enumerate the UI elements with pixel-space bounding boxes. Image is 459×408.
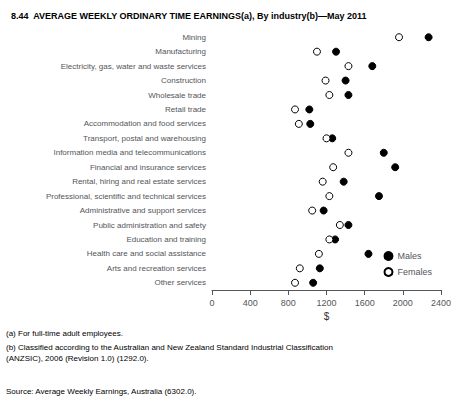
- svg-text:(b) Classified according to th: (b) Classified according to the Australi…: [6, 343, 333, 352]
- svg-text:Females: Females: [397, 267, 432, 277]
- svg-text:Accommodation and food service: Accommodation and food services: [84, 119, 206, 128]
- svg-text:Health care and social assista: Health care and social assistance: [87, 249, 207, 258]
- svg-text:Transport, postal and warehous: Transport, postal and warehousing: [83, 134, 206, 143]
- svg-text:Source: Average Weekly Earning: Source: Average Weekly Earnings, Austral…: [6, 387, 196, 396]
- svg-text:Other services: Other services: [154, 278, 206, 287]
- svg-text:2000: 2000: [393, 298, 413, 308]
- svg-text:0: 0: [209, 298, 214, 308]
- svg-text:$: $: [324, 311, 330, 322]
- svg-text:Manufacturing: Manufacturing: [155, 47, 206, 56]
- svg-text:Professional, scientific and t: Professional, scientific and technical s…: [46, 192, 206, 201]
- svg-text:Financial and insurance servic: Financial and insurance services: [90, 163, 206, 172]
- svg-text:2400: 2400: [431, 298, 451, 308]
- svg-text:Males: Males: [397, 251, 422, 261]
- svg-text:8.44 AVERAGE WEEKLY ORDINARY: 8.44 AVERAGE WEEKLY ORDINARY TIME EARNIN…: [11, 11, 367, 21]
- svg-text:1200: 1200: [316, 298, 336, 308]
- svg-text:1600: 1600: [355, 298, 375, 308]
- svg-text:Education and training: Education and training: [126, 235, 206, 244]
- svg-text:(a) For full-time adult employ: (a) For full-time adult employees.: [6, 329, 123, 338]
- svg-text:Arts and recreation services: Arts and recreation services: [107, 264, 206, 273]
- svg-text:Wholesale trade: Wholesale trade: [148, 91, 206, 100]
- svg-text:Rental, hiring and real estate: Rental, hiring and real estate services: [72, 177, 206, 186]
- svg-text:(ANZSIC), 2006 (Revision 1.0): (ANZSIC), 2006 (Revision 1.0) (1292.0).: [6, 354, 149, 363]
- svg-text:400: 400: [243, 298, 258, 308]
- svg-text:Retail trade: Retail trade: [165, 105, 206, 114]
- svg-text:800: 800: [281, 298, 296, 308]
- svg-text:Mining: Mining: [182, 33, 206, 42]
- svg-text:Information media and telecomm: Information media and telecommunications: [53, 148, 206, 157]
- svg-text:Administrative and support ser: Administrative and support services: [80, 206, 206, 215]
- svg-text:Public administration and safe: Public administration and safety: [93, 221, 206, 230]
- svg-text:Electricity, gas, water and wa: Electricity, gas, water and waste servic…: [61, 62, 206, 71]
- svg-text:Construction: Construction: [161, 76, 206, 85]
